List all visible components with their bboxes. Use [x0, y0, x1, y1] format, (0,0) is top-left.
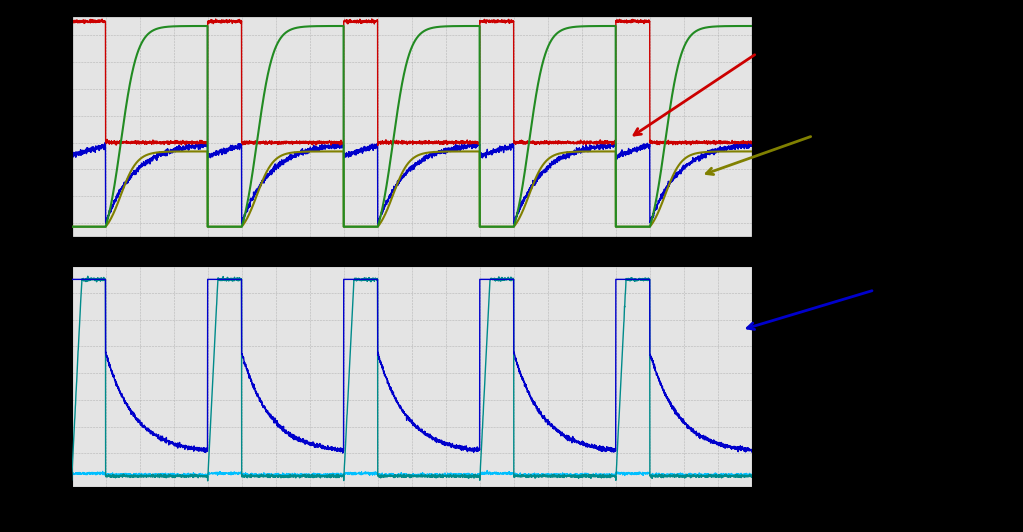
- Y-axis label: Fluxo [L/min]: Fluxo [L/min]: [27, 90, 37, 163]
- Title: Curva de Pressão: Curva de Pressão: [357, 251, 466, 263]
- Title: Curvas de Fluxo e Volume: Curvas de Fluxo e Volume: [330, 1, 493, 13]
- Y-axis label: Pressão [cmH2O]: Pressão [cmH2O]: [35, 328, 45, 425]
- Y-axis label: Volume [L]: Volume [L]: [790, 96, 799, 156]
